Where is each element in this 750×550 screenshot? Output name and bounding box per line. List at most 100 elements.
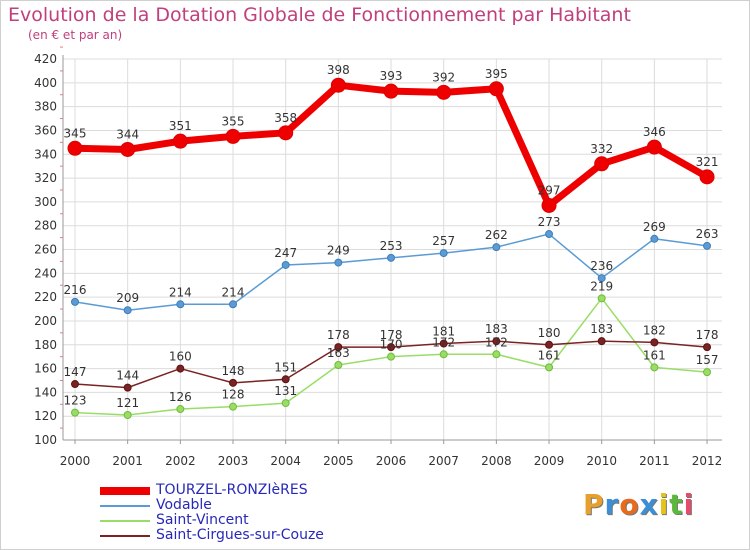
logo-letter: P <box>583 488 605 521</box>
y-tick-label: 420 <box>34 52 57 66</box>
data-label: 344 <box>116 127 139 141</box>
data-label: 148 <box>222 364 245 378</box>
data-point <box>71 408 79 417</box>
data-point <box>597 337 606 346</box>
data-point <box>229 378 238 387</box>
legend-label: TOURZEL-RONZIèRES <box>156 482 308 498</box>
x-tick-label: 2011 <box>639 454 670 468</box>
data-point <box>281 399 290 408</box>
data-point <box>383 83 399 99</box>
data-point <box>176 300 185 309</box>
data-label: 345 <box>64 126 87 140</box>
y-tick-label: 120 <box>34 409 57 423</box>
logo-letter: i <box>658 488 670 521</box>
data-label: 160 <box>169 350 192 364</box>
data-point <box>71 380 79 389</box>
data-point <box>120 141 136 157</box>
x-tick-label: 2008 <box>481 454 512 468</box>
x-tick-label: 2004 <box>270 454 301 468</box>
x-tick-label: 2003 <box>218 454 249 468</box>
data-point <box>278 125 294 141</box>
data-point <box>334 258 343 267</box>
y-tick-label: 140 <box>34 385 57 399</box>
data-label: 214 <box>222 285 245 299</box>
data-label: 161 <box>538 348 561 362</box>
data-point <box>387 253 396 262</box>
data-label: 253 <box>380 239 403 253</box>
data-label: 131 <box>274 384 297 398</box>
y-tick-label: 280 <box>34 219 57 233</box>
data-point <box>387 352 396 361</box>
data-label: 321 <box>696 155 719 169</box>
data-point <box>545 340 554 349</box>
data-label: 262 <box>485 228 508 242</box>
y-tick-label: 200 <box>34 314 57 328</box>
data-label: 351 <box>169 119 192 133</box>
data-point <box>703 368 712 377</box>
y-tick-label: 320 <box>34 171 57 185</box>
data-point <box>439 350 448 359</box>
x-tick-label: 2009 <box>534 454 565 468</box>
data-label: 395 <box>485 67 508 81</box>
data-label: 273 <box>538 215 561 229</box>
data-label: 214 <box>169 285 192 299</box>
logo-letter: r <box>604 488 620 521</box>
x-tick-label: 2010 <box>586 454 617 468</box>
data-label: 216 <box>64 283 87 297</box>
data-point <box>492 243 501 252</box>
y-tick-label: 300 <box>34 195 57 209</box>
data-label: 163 <box>327 346 350 360</box>
y-tick-label: 240 <box>34 266 57 280</box>
data-label: 178 <box>696 328 719 342</box>
chart-title: Evolution de la Dotation Globale de Fonc… <box>8 4 631 26</box>
data-label: 183 <box>590 322 613 336</box>
y-tick-label: 220 <box>34 290 57 304</box>
data-point <box>334 343 343 352</box>
data-label: 147 <box>64 365 87 379</box>
chart-subtitle: (en € et par an) <box>28 28 123 42</box>
proxiti-logo: Proxiti <box>583 488 694 521</box>
y-tick-label: 380 <box>34 100 57 114</box>
data-label: 157 <box>696 353 719 367</box>
data-label: 178 <box>380 328 403 342</box>
data-label: 144 <box>116 369 139 383</box>
legend-label: Saint-Cirgues-sur-Couze <box>156 527 324 543</box>
data-point <box>439 249 448 258</box>
data-point <box>172 133 188 149</box>
logo-letter: t <box>669 488 684 521</box>
y-tick-label: 400 <box>34 76 57 90</box>
legend-label: Saint-Vincent <box>156 512 249 528</box>
data-point <box>597 274 606 283</box>
data-point <box>492 350 501 359</box>
data-point <box>71 297 79 306</box>
data-point <box>703 241 712 250</box>
data-label: 269 <box>643 220 666 234</box>
data-point <box>281 260 290 269</box>
data-point <box>387 343 396 352</box>
data-label: 257 <box>432 234 455 248</box>
x-tick-label: 2005 <box>323 454 354 468</box>
data-label: 182 <box>643 323 666 337</box>
data-point <box>176 364 185 373</box>
data-point <box>436 84 452 100</box>
x-tick-label: 2006 <box>376 454 407 468</box>
data-point <box>330 77 346 93</box>
data-label: 247 <box>274 246 297 260</box>
data-point <box>488 81 504 97</box>
data-label: 346 <box>643 125 666 139</box>
data-label: 393 <box>380 69 403 83</box>
data-label: 128 <box>222 388 245 402</box>
data-point <box>123 383 132 392</box>
data-point <box>492 337 501 346</box>
y-tick-label: 100 <box>34 433 57 447</box>
data-label: 178 <box>327 328 350 342</box>
data-point <box>650 338 659 347</box>
data-label: 332 <box>590 142 613 156</box>
data-point <box>594 156 610 172</box>
data-label: 219 <box>590 279 613 293</box>
legend-swatch <box>100 504 150 507</box>
data-point <box>439 339 448 348</box>
data-point <box>703 343 712 352</box>
data-label: 249 <box>327 244 350 258</box>
data-label: 151 <box>274 360 297 374</box>
